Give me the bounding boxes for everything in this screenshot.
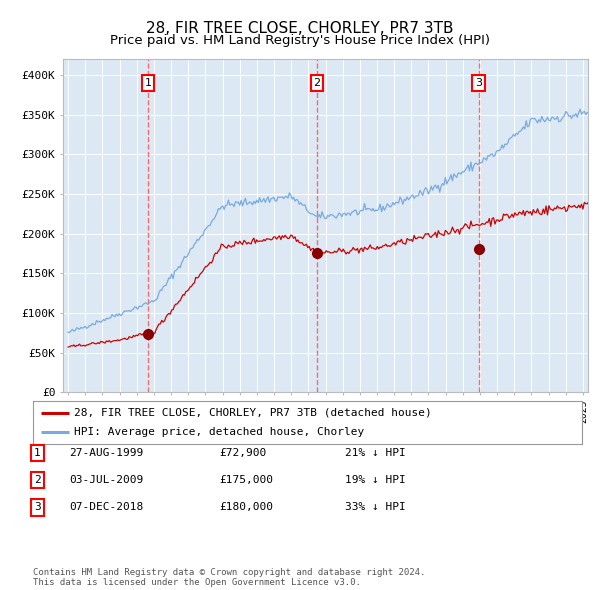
Text: £72,900: £72,900 [219,448,266,458]
Text: 03-JUL-2009: 03-JUL-2009 [69,476,143,485]
Text: 07-DEC-2018: 07-DEC-2018 [69,503,143,512]
Text: Contains HM Land Registry data © Crown copyright and database right 2024.
This d: Contains HM Land Registry data © Crown c… [33,568,425,587]
Text: 1: 1 [145,78,151,88]
Text: 33% ↓ HPI: 33% ↓ HPI [345,503,406,512]
Text: 28, FIR TREE CLOSE, CHORLEY, PR7 3TB: 28, FIR TREE CLOSE, CHORLEY, PR7 3TB [146,21,454,35]
Text: 2: 2 [34,476,41,485]
Text: 3: 3 [475,78,482,88]
Text: 27-AUG-1999: 27-AUG-1999 [69,448,143,458]
Text: 2: 2 [313,78,320,88]
Text: £180,000: £180,000 [219,503,273,512]
Text: 21% ↓ HPI: 21% ↓ HPI [345,448,406,458]
Text: HPI: Average price, detached house, Chorley: HPI: Average price, detached house, Chor… [74,427,364,437]
Text: Price paid vs. HM Land Registry's House Price Index (HPI): Price paid vs. HM Land Registry's House … [110,34,490,47]
Text: 3: 3 [34,503,41,512]
Text: £175,000: £175,000 [219,476,273,485]
Text: 19% ↓ HPI: 19% ↓ HPI [345,476,406,485]
Text: 28, FIR TREE CLOSE, CHORLEY, PR7 3TB (detached house): 28, FIR TREE CLOSE, CHORLEY, PR7 3TB (de… [74,408,432,418]
Text: 1: 1 [34,448,41,458]
